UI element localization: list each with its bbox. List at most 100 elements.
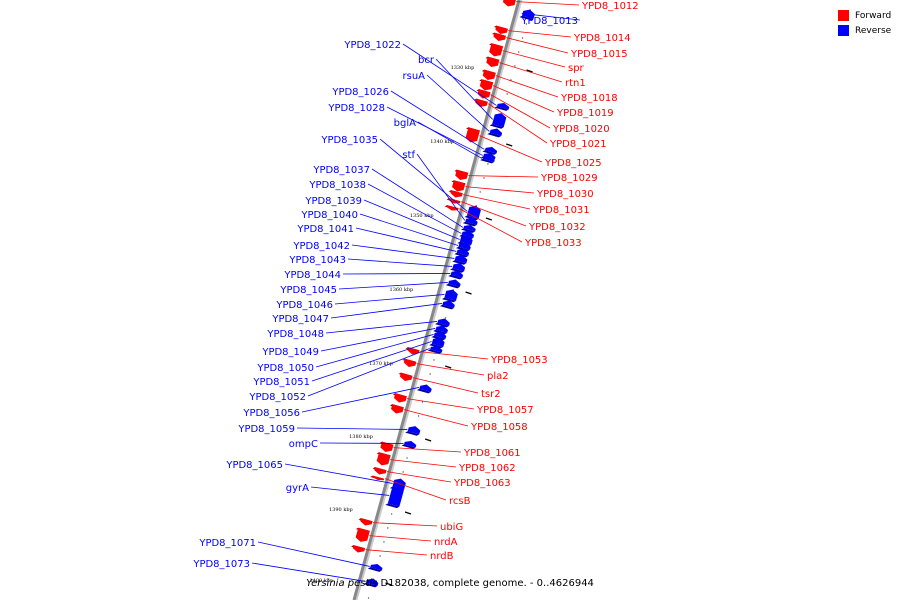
gene-feature [374, 467, 387, 475]
gene-label: spr [568, 63, 585, 74]
gene-feature-shade [454, 252, 469, 258]
backbone-line [352, 0, 521, 600]
scale-tick [506, 143, 513, 147]
scale-dot [521, 37, 524, 39]
scale-tick [404, 511, 412, 515]
gene-leader-line [459, 208, 523, 243]
gene-label: YPD8_1033 [524, 238, 582, 249]
gene-feature [446, 205, 459, 211]
gene-feature-layer [351, 0, 535, 588]
gene-label: YPD8_1050 [256, 363, 314, 374]
gene-leader-line [307, 348, 430, 397]
gene-label: nrdA [434, 537, 458, 548]
gene-leader-line [417, 121, 483, 159]
gene-feature-shade [461, 228, 476, 233]
gene-feature [450, 270, 464, 278]
gene-feature [495, 25, 508, 34]
gene-leader-line [384, 478, 447, 501]
gene-feature [435, 325, 448, 333]
gene-leader-line [338, 282, 448, 290]
scale-dot [518, 51, 520, 53]
scale-dot [444, 317, 447, 319]
gene-feature [430, 346, 443, 353]
scale-dot [367, 597, 370, 599]
gene-feature [466, 205, 481, 219]
gene-feature [390, 404, 404, 414]
gene-feature-shade [494, 106, 509, 111]
gene-label: YPD8_1058 [470, 422, 528, 433]
gene-label: YPD8_1032 [528, 222, 586, 233]
caption-species: Yersinia pestis [306, 578, 378, 589]
gene-label: YPD8_1038 [308, 180, 366, 191]
gene-leader-line [465, 186, 535, 194]
gene-leader-line [301, 387, 420, 413]
gene-label: bcr [418, 55, 435, 66]
gene-leader-line [426, 74, 490, 132]
gene-feature [393, 393, 407, 403]
kbp-tick-label: 1340 kbp [430, 139, 454, 145]
gene-feature-shade [435, 322, 450, 328]
gene-leader-line [363, 199, 460, 240]
gene-label: YPD8_1029 [540, 173, 598, 184]
gene-feature-shade [482, 150, 497, 155]
scale-tick [424, 438, 432, 442]
gene-feature [370, 564, 383, 571]
gene-label: YPD8_1073 [192, 559, 250, 570]
gene-feature [482, 156, 495, 162]
gene-label: YPD8_1053 [490, 355, 548, 366]
gene-leader-line [479, 135, 543, 163]
gene-feature-shade [439, 304, 455, 310]
scale-tick [465, 291, 472, 295]
gene-feature [479, 79, 494, 91]
gene-label: YPD8_1047 [271, 314, 329, 325]
scale-dot [479, 191, 481, 193]
gene-feature [484, 147, 498, 154]
label-leader-layer [251, 1, 581, 582]
gene-label: YPD8_1014 [573, 33, 631, 44]
gene-feature [475, 98, 488, 107]
gene-label: YPD8_1012 [581, 1, 639, 12]
gene-leader-line [371, 168, 464, 228]
gene-leader-line [412, 377, 479, 394]
reverse-swatch [838, 25, 849, 36]
gene-leader-line [379, 138, 468, 212]
legend-reverse: Reverse [838, 23, 891, 38]
gene-label: YPD8_1042 [292, 241, 350, 252]
gene-leader-line [310, 486, 390, 496]
gene-feature [486, 56, 500, 67]
gene-feature [376, 452, 391, 466]
gene-leader-line [502, 50, 566, 68]
gene-label: YPD8_1051 [252, 377, 310, 388]
gene-label: YPD8_1046 [275, 300, 333, 311]
gene-feature [458, 242, 471, 250]
gene-leader-line [296, 427, 408, 430]
gene-feature [404, 441, 417, 448]
gene-label: YPD8_1037 [312, 165, 370, 176]
forward-swatch [838, 10, 849, 21]
gene-feature-shade [519, 15, 534, 21]
gene-leader-line [393, 447, 462, 453]
gene-label: YPD8_1031 [532, 205, 590, 216]
caption-description: D182038, complete genome. - 0..4626944 [377, 578, 594, 589]
gene-leader-line [487, 103, 548, 144]
gene-label: YPD8_1026 [331, 87, 389, 98]
genome-backbone-layer: 1330 kbp 1340 kbp 1350 kbp 1360 kbp 1370 kbp… [310, 0, 533, 600]
gene-leader-line [351, 244, 455, 259]
gene-leader-line [508, 30, 572, 38]
kbp-tick-label: 1370 kbp [369, 361, 393, 367]
gene-leader-line [386, 471, 452, 483]
gene-label: YPD8_1043 [288, 255, 346, 266]
gene-feature-shade [462, 221, 477, 227]
scale-tick [485, 217, 493, 221]
scale-tick [444, 365, 452, 369]
scale-dot [429, 373, 431, 375]
legend-forward-label: Forward [855, 10, 892, 21]
gene-feature-shade [416, 388, 431, 394]
gene-feature-shade [363, 582, 378, 588]
gene-leader-line [325, 321, 438, 334]
scale-tick [385, 582, 392, 586]
gene-label: YPD8_1025 [544, 158, 602, 169]
gene-label: YPD8_1056 [242, 408, 300, 419]
